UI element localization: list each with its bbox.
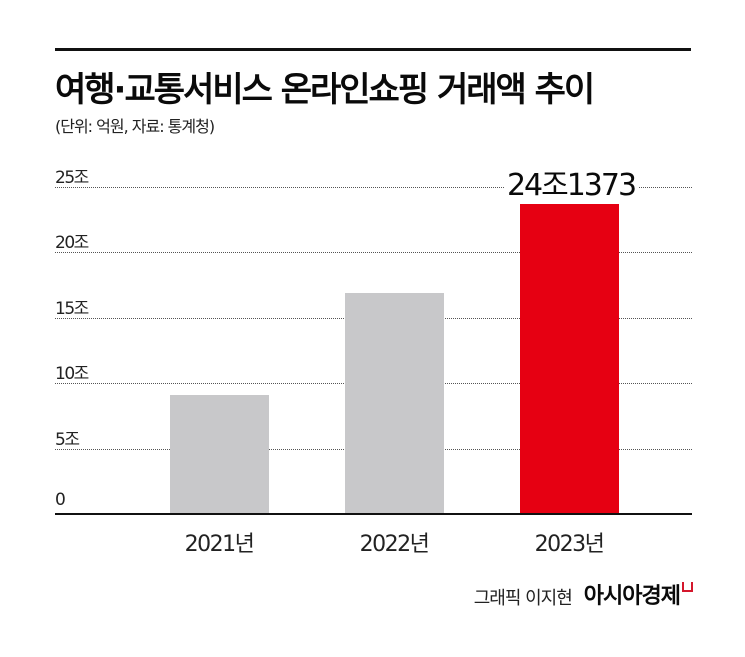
footer: 그래픽 이지현 아시아경제	[474, 578, 693, 610]
bar-2021	[169, 394, 269, 514]
chart-title: 여행·교통서비스 온라인쇼핑 거래액 추이	[55, 70, 595, 110]
top-rule	[55, 48, 691, 51]
x-tick-label: 2023년	[534, 532, 605, 557]
y-tick-label: 20조	[55, 233, 89, 254]
gridline	[55, 187, 692, 188]
x-axis-baseline	[55, 513, 692, 515]
y-tick-label: 25조	[55, 168, 89, 188]
brand-logo: 아시아경제	[583, 584, 681, 609]
value-annotation: 24조1373	[504, 160, 638, 204]
chart-subtitle: (단위: 억원, 자료: 통계청)	[55, 117, 215, 136]
graphic-credit: 그래픽 이지현	[473, 588, 573, 609]
y-tick-label: 15조	[55, 298, 89, 319]
y-tick-label: 5조	[55, 429, 80, 450]
gridline	[55, 252, 692, 254]
x-tick-label: 2021년	[184, 532, 255, 557]
brand-mark-icon	[682, 582, 693, 592]
bar-2022	[344, 292, 444, 514]
x-tick-label: 2022년	[359, 532, 430, 557]
bar-2023	[519, 198, 619, 514]
y-tick-label: 10조	[55, 364, 89, 385]
y-tick-label: 0	[55, 490, 66, 510]
